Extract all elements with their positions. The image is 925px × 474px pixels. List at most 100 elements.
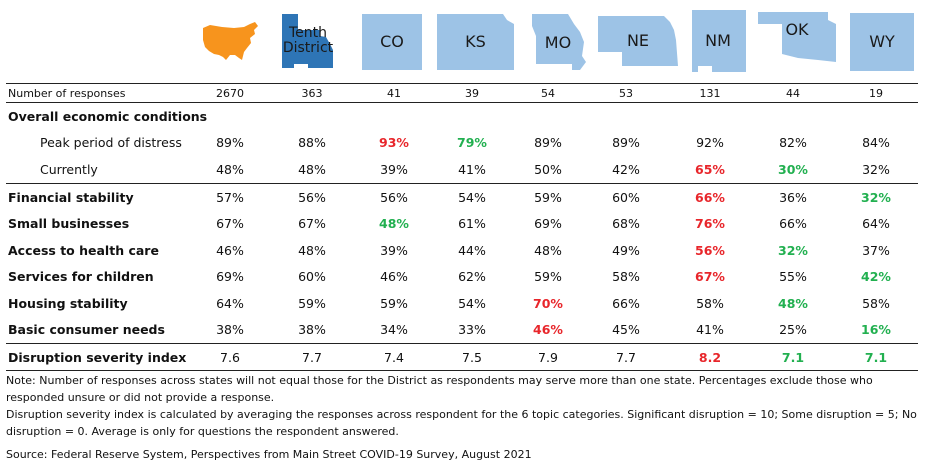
table-cell-value: 59% <box>534 269 562 285</box>
table-cell-value: 66% <box>612 295 640 311</box>
table-cell-value: 61% <box>458 216 486 232</box>
table-cell: 7.7 <box>584 343 668 371</box>
table-cell-value: 49% <box>612 242 640 258</box>
table-cell: 53 <box>584 83 668 103</box>
tenth-district-map-icon: Tenth District <box>280 10 336 72</box>
table-cell-value: 67% <box>216 216 244 232</box>
table-cell: 56% <box>356 183 432 211</box>
note-dsi: Disruption severity index is calculated … <box>6 408 917 438</box>
table-cell: 67% <box>268 211 356 238</box>
column-label-nm: NM <box>705 31 731 50</box>
table-row: Peak period of distress 89% 88% 93% 79% 89% 89… <box>6 129 918 156</box>
table-cell-value: 56% <box>695 242 725 258</box>
table-cell: 66% <box>668 183 752 211</box>
table-cell-value: 59% <box>298 295 326 311</box>
row-label: Services for children <box>8 269 154 285</box>
table-cell: 8.2 <box>668 343 752 371</box>
table-cell: 39% <box>356 156 432 184</box>
table-cell-value: 39% <box>380 162 408 177</box>
survey-results-table: Number of responses 2670 363 41 39 54 53… <box>6 83 918 371</box>
table-cell-value: 56% <box>298 189 326 205</box>
table-cell-value: 32% <box>862 162 890 177</box>
table-cell: 69% <box>512 211 584 238</box>
row-label: Small businesses <box>8 216 130 232</box>
table-cell: 54 <box>512 83 584 103</box>
table-cell: 67% <box>668 264 752 291</box>
table-cell: 42% <box>834 264 918 291</box>
table-cell: 93% <box>356 129 432 156</box>
table-cell-value: 7.1 <box>864 349 888 365</box>
table-cell-value: 59% <box>534 189 562 205</box>
table-row: Housing stability 64% 59% 59% 54% 70% 66% 58% 48… <box>6 290 918 317</box>
table-cell-value: 62% <box>458 269 486 285</box>
table-row: Small businesses 67% 67% 48% 61% 69% 68% 76% 66%… <box>6 211 918 238</box>
table-cell: 32% <box>834 183 918 211</box>
table-cell: 38% <box>192 317 268 344</box>
kansas-map-icon: KS <box>437 14 514 70</box>
table-cell: 41% <box>432 156 512 184</box>
table-cell: 34% <box>356 317 432 344</box>
table-cell: 66% <box>752 211 834 238</box>
table-cell: 76% <box>668 211 752 238</box>
table-cell-value: 46% <box>216 242 244 258</box>
table-cell-value: 45% <box>612 322 640 338</box>
table-cell-value: 93% <box>379 135 409 150</box>
row-label: Access to health care <box>8 242 159 258</box>
table-cell-value: 68% <box>612 216 640 232</box>
table-cell-value: 48% <box>298 242 326 258</box>
table-cell: 32% <box>752 237 834 264</box>
table-cell-value: 30% <box>778 162 808 177</box>
table-cell-value: 48% <box>298 162 326 177</box>
table-cell: 89% <box>512 129 584 156</box>
table-cell: 7.1 <box>834 343 918 371</box>
table-cell-value: 79% <box>457 135 487 150</box>
table-cell-value: 58% <box>862 295 890 311</box>
table-cell: 30% <box>752 156 834 184</box>
table-cell-value: 59% <box>380 295 408 311</box>
table-cell-value: 44% <box>458 242 486 258</box>
table-cell-value: 38% <box>298 322 326 338</box>
table-cell: 49% <box>584 237 668 264</box>
table-cell: 69% <box>192 264 268 291</box>
table-cell-value: 7.1 <box>781 349 805 365</box>
table-cell: 7.5 <box>432 343 512 371</box>
table-cell: 65% <box>668 156 752 184</box>
table-cell: 41 <box>356 83 432 103</box>
table-cell-value: 16% <box>861 322 891 338</box>
row-label: Disruption severity index <box>6 343 192 371</box>
table-cell-value: 37% <box>862 242 890 258</box>
table-cell-value: 7.7 <box>616 349 636 365</box>
table-cell-value: 84% <box>862 135 890 150</box>
table-cell: 66% <box>584 290 668 317</box>
table-cell: 19 <box>834 83 918 103</box>
row-label: Peak period of distress <box>40 135 182 150</box>
table-cell-value: 66% <box>695 189 725 205</box>
row-label: Currently <box>40 162 98 177</box>
table-cell-value: 32% <box>778 242 808 258</box>
table-cell-value: 67% <box>695 269 725 285</box>
table-cell-value: 82% <box>779 135 807 150</box>
table-cell: 59% <box>268 290 356 317</box>
table-cell: 45% <box>584 317 668 344</box>
table-cell: 59% <box>512 264 584 291</box>
table-cell: 37% <box>834 237 918 264</box>
oklahoma-map-icon: OK <box>758 12 836 62</box>
table-cell-value: 50% <box>534 162 562 177</box>
table-cell: 89% <box>584 129 668 156</box>
row-label: Financial stability <box>6 183 192 211</box>
table-cell-value: 58% <box>696 295 724 311</box>
table-cell-value: 55% <box>779 269 807 285</box>
table-row: Currently 48% 48% 39% 41% 50% 42% 65% 30% 32% <box>6 156 918 184</box>
table-cell: 79% <box>432 129 512 156</box>
table-cell: 36% <box>752 183 834 211</box>
table-cell: 33% <box>432 317 512 344</box>
table-cell-value: 42% <box>861 269 891 285</box>
table-cell-value: 39% <box>380 242 408 258</box>
column-label-ok: OK <box>785 20 809 39</box>
table-cell: 48% <box>356 211 432 238</box>
table-cell-value: 7.7 <box>302 349 322 365</box>
table-cell-value: 7.4 <box>384 349 404 365</box>
table-cell-value: 46% <box>380 269 408 285</box>
table-cell-value: 54% <box>458 295 486 311</box>
table-cell: 88% <box>268 129 356 156</box>
